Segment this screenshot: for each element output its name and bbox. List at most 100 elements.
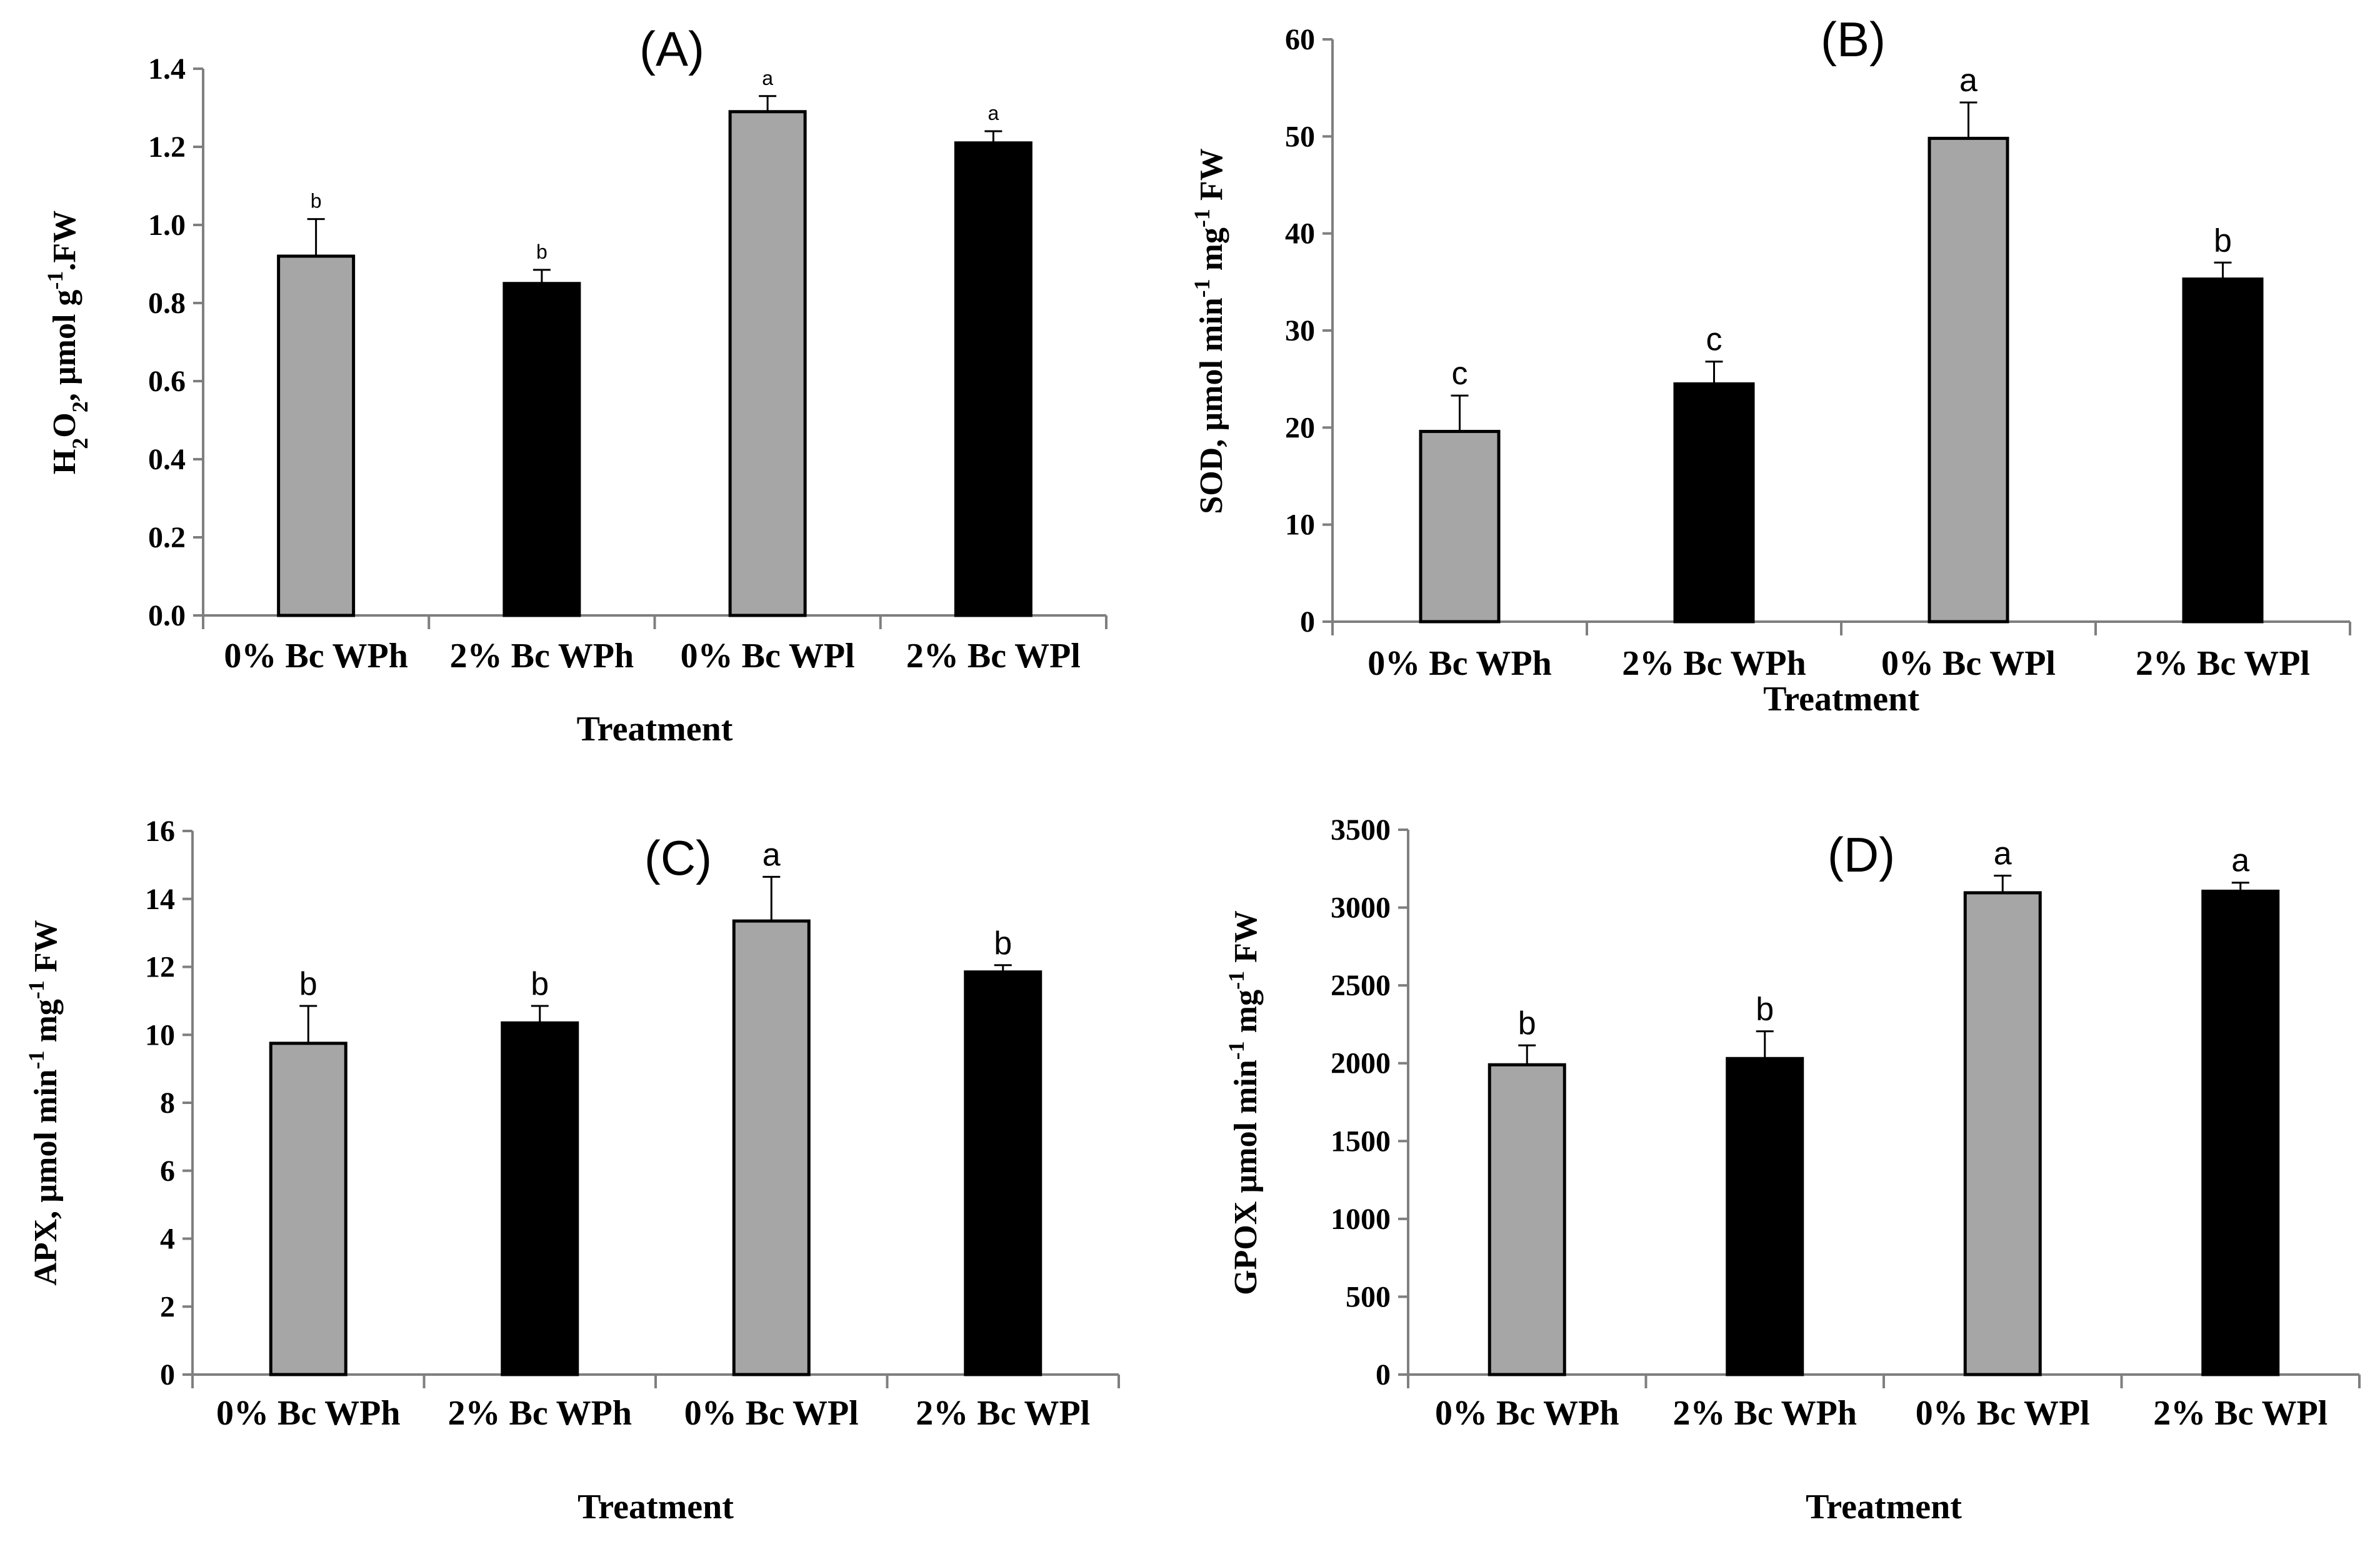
y-axis-title-part: mg: [28, 999, 64, 1050]
x-axis-title: Treatment: [1763, 680, 1919, 719]
y-axis-title-part: 2: [68, 401, 92, 412]
y-tick-label: 500: [1346, 1280, 1391, 1313]
y-tick-label: 1.0: [148, 209, 186, 242]
bar: [1928, 136, 2009, 624]
x-category-label: 2% Bc WPh: [1672, 1394, 1857, 1433]
x-category-label: 2% Bc WPl: [2136, 644, 2310, 683]
y-tick-label: 20: [1285, 411, 1315, 444]
x-category-label: 0% Bc WPl: [1916, 1394, 2090, 1433]
y-axis-title-part: GPOX µmol min: [1228, 1060, 1264, 1295]
y-tick-label: 4: [160, 1223, 175, 1256]
bar: [732, 919, 811, 1376]
y-tick-label: 40: [1285, 217, 1315, 251]
y-tick-label: 0.8: [148, 287, 186, 320]
y-axis-title-part: SOD, µmol min: [1194, 297, 1229, 514]
chart-panel-c: 0 2 4 6 8 10 12 14 16 b 0% Bc WPh b 2% Bc WPh a 0% Bc …: [24, 815, 1120, 1526]
panel-label: (D): [1828, 827, 1895, 882]
significance-letter: a: [762, 67, 773, 89]
x-category-label: 0% Bc WPh: [1435, 1394, 1619, 1433]
y-axis-title-part: -1: [1224, 971, 1249, 990]
significance-letter: b: [2214, 222, 2232, 259]
y-axis-title-part: , µmol g: [47, 290, 82, 402]
y-axis-title-part: FW: [1194, 148, 1229, 209]
x-category-label: 2% Bc WPl: [916, 1394, 1090, 1433]
y-axis-title: APX, µmol min-1 mg-1 FW: [24, 920, 64, 1285]
y-tick-label: 3000: [1331, 892, 1391, 925]
panel-label: (B): [1821, 12, 1886, 67]
bar: [1963, 891, 2042, 1376]
significance-letter: c: [1706, 322, 1722, 358]
x-category-label: 2% Bc WPl: [2153, 1394, 2328, 1433]
y-axis-title-part: FW: [1228, 910, 1264, 971]
y-tick-label: 2: [160, 1290, 175, 1323]
panel-label: (C): [644, 830, 712, 885]
x-category-label: 2% Bc WPh: [448, 1394, 632, 1433]
significance-letter: b: [994, 925, 1012, 962]
x-category-label: 2% Bc WPl: [906, 637, 1081, 675]
bar: [964, 970, 1042, 1376]
x-axis-title: Treatment: [578, 1488, 734, 1526]
x-category-label: 0% Bc WPl: [681, 637, 855, 675]
y-tick-label: 10: [1285, 509, 1315, 542]
y-tick-label: 16: [145, 815, 175, 848]
y-tick-label: 10: [145, 1018, 175, 1052]
y-tick-label: 6: [160, 1155, 175, 1188]
x-axis-title: Treatment: [577, 710, 733, 749]
significance-letter: c: [1452, 356, 1468, 392]
y-tick-label: 1.4: [148, 52, 186, 86]
significance-letter: b: [531, 966, 549, 1002]
y-tick-label: 0: [1300, 605, 1315, 639]
x-category-label: 0% Bc WPh: [224, 637, 408, 675]
y-tick-label: 1000: [1331, 1203, 1391, 1236]
significance-letter: b: [1518, 1005, 1536, 1042]
bar: [269, 1042, 348, 1376]
y-axis-title-part: -1: [1189, 279, 1214, 297]
y-axis-title: GPOX µmol min-1 mg-1 FW: [1224, 910, 1264, 1295]
chart-panel-b: 0 10 20 30 40 50 60 c 0% Bc WPh c 2% Bc WPh a 0% Bc …: [1189, 12, 2351, 719]
x-axis-title: Treatment: [1806, 1488, 1962, 1526]
y-tick-label: 14: [145, 883, 175, 916]
y-tick-label: 1.2: [148, 131, 186, 164]
x-category-label: 0% Bc WPl: [684, 1394, 859, 1433]
bar: [1673, 382, 1755, 624]
significance-letter: b: [311, 190, 322, 212]
y-axis-title-part: APX, µmol min: [28, 1069, 64, 1285]
y-axis-title-part: -1: [1189, 209, 1214, 227]
y-tick-label: 0: [1376, 1358, 1391, 1391]
significance-letter: a: [1994, 835, 2012, 872]
significance-letter: a: [1959, 62, 1978, 99]
y-axis-title-part: -1: [24, 1050, 49, 1069]
y-tick-label: 0.4: [148, 443, 186, 476]
bar: [1419, 430, 1501, 624]
y-tick-label: 2000: [1331, 1047, 1391, 1080]
bar: [2201, 889, 2280, 1376]
panel-label: (A): [639, 21, 704, 76]
y-axis-title-part: 2: [68, 438, 92, 449]
chart-panel-d: 0 500 1000 1500 2000 2500 3000 3500 b 0% Bc WPh b 2…: [1224, 813, 2361, 1526]
y-axis-title-part: FW: [28, 920, 64, 980]
y-axis-title-part: mg: [1228, 990, 1264, 1041]
significance-letter: b: [1756, 992, 1774, 1028]
y-axis-title-part: -1: [42, 271, 68, 290]
x-category-label: 2% Bc WPh: [1622, 644, 1806, 683]
bar: [954, 141, 1032, 617]
significance-letter: b: [536, 241, 548, 263]
y-axis-title: SOD, µmol min-1 mg-1 FW: [1189, 148, 1229, 514]
y-axis-title-part: mg: [1194, 227, 1229, 279]
y-tick-label: 8: [160, 1087, 175, 1120]
y-tick-label: 3500: [1331, 813, 1391, 847]
significance-letter: a: [2231, 843, 2249, 879]
y-axis-title: H2O2, µmol g-1.FW: [42, 211, 92, 474]
y-tick-label: 0.2: [148, 521, 186, 554]
y-tick-label: 12: [145, 951, 175, 984]
y-axis-title-part: O: [47, 412, 82, 437]
y-axis-title-part: .FW: [47, 211, 82, 271]
significance-letter: a: [762, 837, 781, 873]
y-tick-label: 50: [1285, 120, 1315, 153]
y-axis-title-part: -1: [1224, 1041, 1249, 1060]
y-tick-label: 2500: [1331, 969, 1391, 1002]
x-category-label: 2% Bc WPh: [450, 637, 634, 675]
chart-panel-a: 0.0 0.2 0.4 0.6 0.8 1.0 1.2 1.4 b 0% Bc WPh b 2% Bc…: [42, 21, 1108, 749]
y-tick-label: 0: [160, 1358, 175, 1391]
